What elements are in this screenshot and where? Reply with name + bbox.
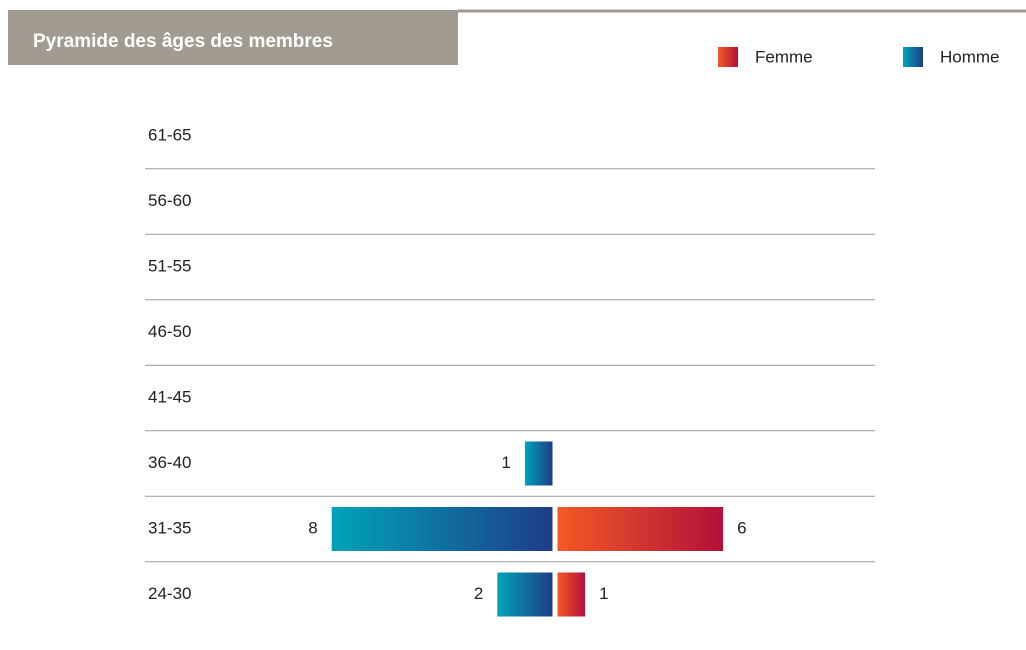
data-label: 8 [308,518,317,537]
legend-label: Homme [940,47,1000,66]
bar [557,507,724,551]
bar [497,572,553,617]
y-tick-label: 51-55 [148,256,191,275]
legend-swatch [903,47,923,67]
title-box [8,10,458,65]
legend-swatch [718,47,738,67]
y-tick-label: 36-40 [148,453,191,472]
data-label: 6 [737,518,746,537]
y-tick-label: 24-30 [148,584,191,603]
data-label: 2 [474,584,483,603]
y-tick-label: 61-65 [148,125,191,144]
data-label: 1 [501,453,510,472]
y-tick-label: 31-35 [148,518,191,537]
chart-title: Pyramide des âges des membres [33,31,333,52]
y-tick-label: 46-50 [148,322,191,341]
bar [331,507,553,551]
legend-label: Femme [755,47,813,66]
bar [524,441,553,486]
y-tick-label: 41-45 [148,387,191,406]
bar [557,572,586,617]
y-tick-label: 56-60 [148,191,191,210]
data-label: 1 [599,584,608,603]
